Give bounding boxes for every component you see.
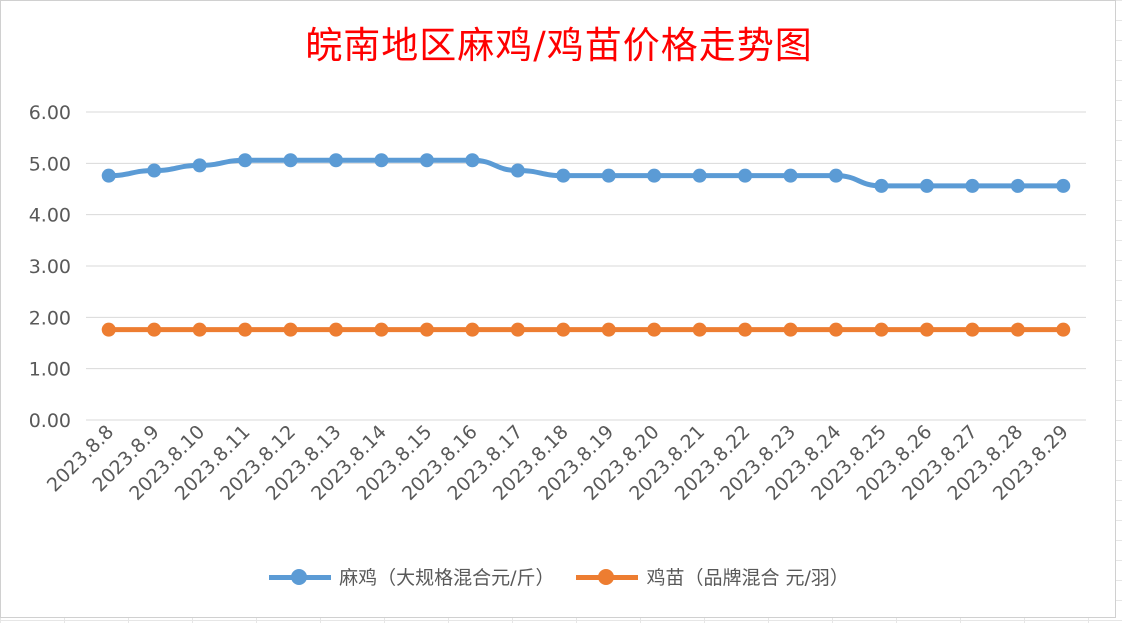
data-point-series-2	[101, 322, 116, 337]
data-point-series-1	[101, 168, 116, 183]
data-point-series-2	[329, 322, 343, 337]
data-point-series-2	[283, 322, 298, 337]
data-point-series-2	[738, 322, 753, 337]
data-point-series-1	[1010, 178, 1025, 193]
data-point-series-1	[192, 158, 207, 173]
data-point-series-2	[647, 322, 662, 337]
data-point-series-1	[465, 153, 480, 168]
data-point-series-1	[783, 168, 798, 183]
data-point-series-2	[1010, 322, 1025, 337]
data-point-series-2	[238, 322, 253, 337]
data-point-series-1	[1056, 178, 1071, 193]
data-point-series-2	[419, 322, 434, 337]
data-point-series-1	[374, 153, 389, 168]
legend-item-2: 鸡苗（品牌混合 元/羽）	[576, 563, 849, 590]
y-tick-label: 3.00	[29, 256, 71, 278]
data-point-series-2	[692, 322, 707, 337]
data-point-series-2	[556, 322, 571, 337]
data-point-series-1	[829, 168, 843, 183]
data-point-series-1	[238, 153, 253, 168]
y-tick-label: 6.00	[29, 102, 71, 124]
y-tick-label: 2.00	[29, 307, 71, 329]
data-point-series-2	[510, 322, 525, 337]
legend-marker-icon	[269, 568, 332, 585]
data-point-series-2	[919, 322, 934, 337]
data-point-series-2	[874, 322, 889, 337]
y-tick-label: 1.00	[29, 359, 71, 381]
data-point-series-1	[692, 168, 707, 183]
data-point-series-2	[601, 322, 616, 337]
data-point-series-1	[419, 153, 434, 168]
legend-label: 麻鸡（大规格混合元/斤）	[339, 567, 555, 589]
data-point-series-1	[601, 168, 616, 183]
data-point-series-1	[147, 163, 162, 178]
data-point-series-2	[783, 322, 798, 337]
y-tick-label: 0.00	[29, 410, 71, 432]
data-point-series-1	[510, 163, 525, 178]
data-point-series-1	[738, 168, 753, 183]
data-point-series-2	[1056, 322, 1071, 337]
data-point-series-1	[919, 178, 934, 193]
data-point-series-1	[329, 153, 343, 168]
data-point-series-2	[374, 322, 389, 337]
data-point-series-2	[465, 322, 480, 337]
chart-legend: 麻鸡（大规格混合元/斤） 鸡苗（品牌混合 元/羽）	[1, 563, 1117, 590]
legend-label: 鸡苗（品牌混合 元/羽）	[646, 567, 849, 589]
data-point-series-2	[829, 322, 843, 337]
series-line-1	[108, 157, 1064, 189]
y-tick-label: 5.00	[29, 153, 71, 175]
data-point-series-2	[965, 322, 980, 337]
data-point-series-1	[556, 168, 571, 183]
plot-area: 0.001.002.003.004.005.006.002023.8.82023…	[29, 102, 1086, 505]
data-point-series-2	[192, 322, 207, 337]
data-point-series-1	[283, 153, 298, 168]
chart-title: 皖南地区麻鸡/鸡苗价格走势图	[305, 24, 813, 67]
data-point-series-1	[965, 178, 980, 193]
data-point-series-2	[147, 322, 162, 337]
data-point-series-1	[874, 178, 889, 193]
legend-marker-icon	[576, 568, 639, 585]
legend-item-1: 麻鸡（大规格混合元/斤）	[269, 563, 554, 590]
y-tick-label: 4.00	[29, 205, 71, 227]
data-point-series-1	[647, 168, 662, 183]
